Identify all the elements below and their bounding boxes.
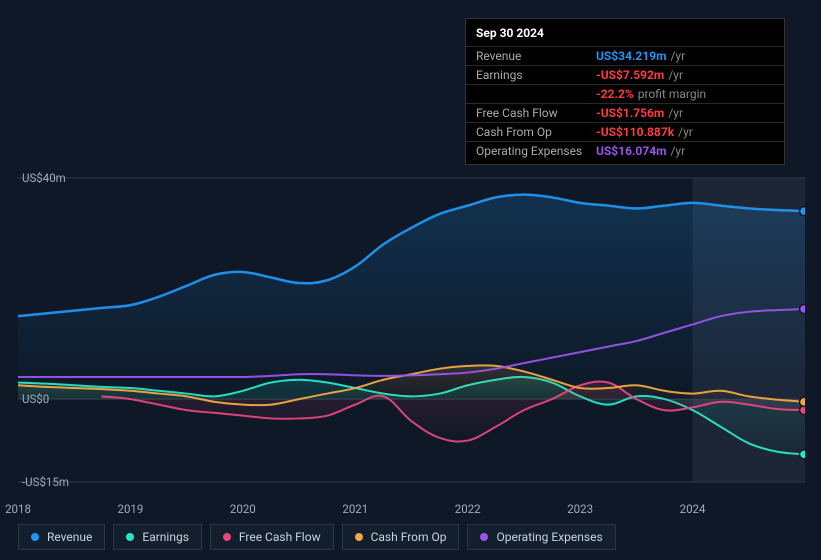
x-tick-label: 2019 <box>117 502 143 516</box>
legend-label: Operating Expenses <box>496 530 602 544</box>
tooltip-metric-label: Cash From Op <box>476 125 596 139</box>
legend-item-fcf[interactable]: Free Cash Flow <box>210 524 334 550</box>
legend-label: Cash From Op <box>371 530 447 544</box>
tooltip-metric-label: Free Cash Flow <box>476 106 596 120</box>
legend-item-cfo[interactable]: Cash From Op <box>342 524 460 550</box>
tooltip-metric-suffix: /yr <box>668 68 683 82</box>
tooltip-row: Free Cash Flow-US$1.756m/yr <box>466 103 784 122</box>
legend-item-revenue[interactable]: Revenue <box>18 524 105 550</box>
x-tick-label: 2021 <box>342 502 368 516</box>
chart-canvas <box>18 160 805 500</box>
legend-item-opex[interactable]: Operating Expenses <box>467 524 615 550</box>
tooltip-metric-value: -US$110.887k <box>596 125 674 139</box>
financial-chart[interactable]: US$40m US$0 -US$15m <box>18 160 805 500</box>
tooltip-row: Cash From Op-US$110.887k/yr <box>466 122 784 141</box>
legend-swatch <box>223 533 231 541</box>
x-tick-label: 2018 <box>5 502 31 516</box>
tooltip-metric-suffix: /yr <box>670 49 685 63</box>
tooltip-metric-suffix: /yr <box>678 125 693 139</box>
tooltip-metric-suffix: profit margin <box>638 87 706 101</box>
tooltip-metric-label: Revenue <box>476 49 596 63</box>
tooltip-row: Earnings-US$7.592m/yr <box>466 65 784 84</box>
tooltip-row: Operating ExpensesUS$16.074m/yr <box>466 141 784 160</box>
y-tick-label: -US$15m <box>22 475 69 489</box>
tooltip-metric-suffix: /yr <box>668 106 683 120</box>
tooltip-metric-label: Operating Expenses <box>476 144 596 158</box>
tooltip-metric-value: -22.2% <box>596 87 634 101</box>
legend-swatch <box>355 533 363 541</box>
legend: Revenue Earnings Free Cash Flow Cash From O… <box>18 524 616 550</box>
x-tick-label: 2020 <box>230 502 256 516</box>
tooltip-metric-value: US$16.074m <box>596 144 666 158</box>
legend-label: Revenue <box>47 530 92 544</box>
x-tick-label: 2023 <box>567 502 593 516</box>
x-axis: 2018201920202021202220232024 <box>18 502 805 520</box>
tooltip-row: RevenueUS$34.219m/yr <box>466 46 784 65</box>
tooltip-metric-suffix: /yr <box>670 144 685 158</box>
legend-swatch <box>31 533 39 541</box>
tooltip-date: Sep 30 2024 <box>466 23 784 46</box>
legend-swatch <box>126 533 134 541</box>
legend-label: Earnings <box>142 530 189 544</box>
legend-item-earnings[interactable]: Earnings <box>113 524 202 550</box>
legend-label: Free Cash Flow <box>239 530 321 544</box>
tooltip-metric-value: US$34.219m <box>596 49 666 63</box>
x-tick-label: 2024 <box>680 502 706 516</box>
tooltip-metric-value: -US$7.592m <box>596 68 664 82</box>
tooltip-metric-label: Earnings <box>476 68 596 82</box>
chart-tooltip: Sep 30 2024 RevenueUS$34.219m/yrEarnings… <box>465 18 785 165</box>
y-tick-label: US$40m <box>22 171 66 185</box>
legend-swatch <box>480 533 488 541</box>
tooltip-row: -22.2% profit margin <box>466 84 784 103</box>
y-tick-label: US$0 <box>22 392 49 406</box>
tooltip-metric-value: -US$1.756m <box>596 106 664 120</box>
x-tick-label: 2022 <box>455 502 481 516</box>
